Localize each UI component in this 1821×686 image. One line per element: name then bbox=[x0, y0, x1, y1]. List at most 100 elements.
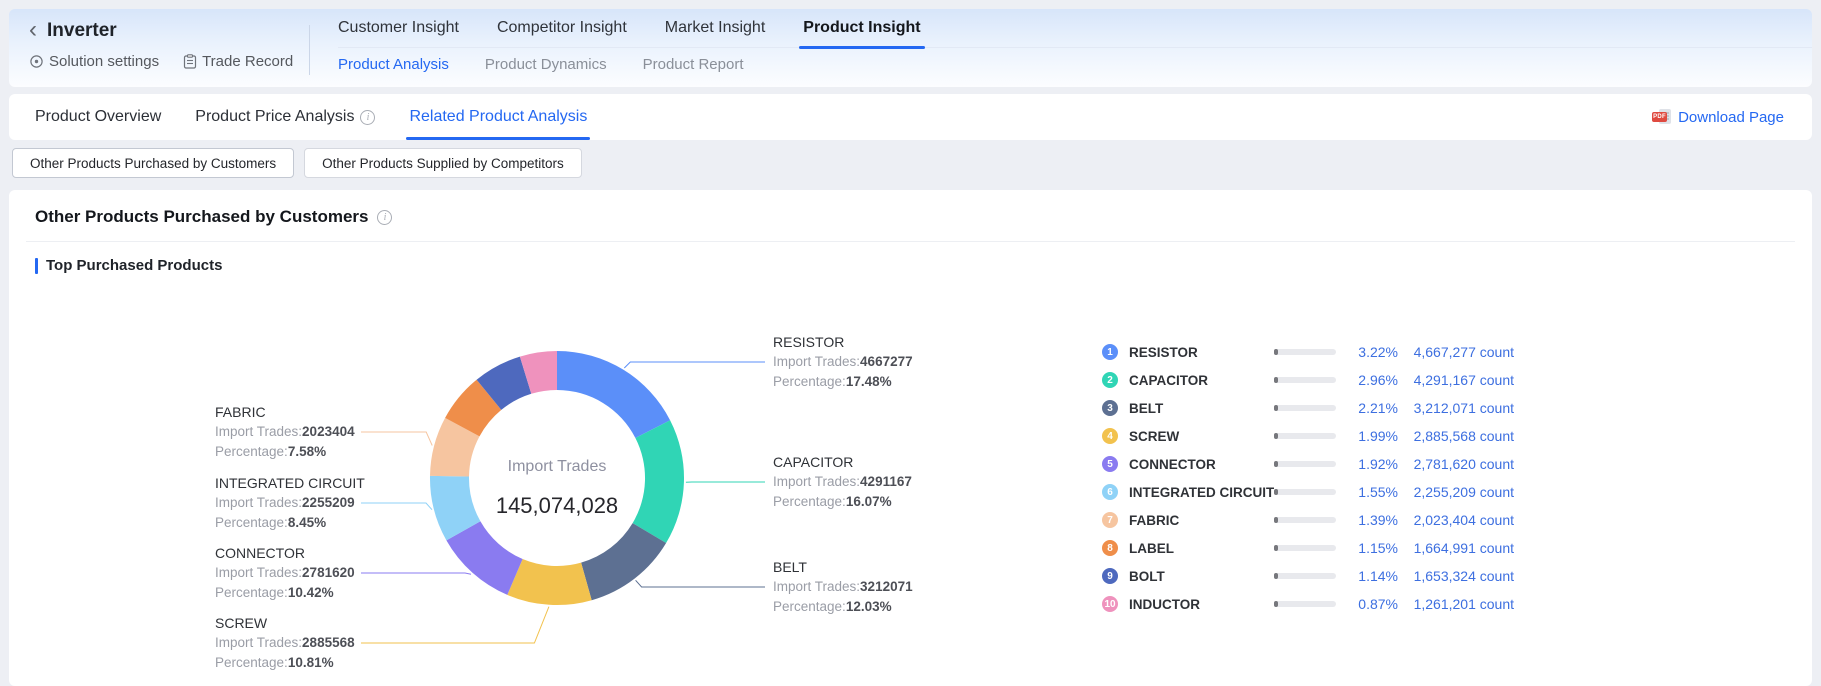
solution-settings-button[interactable]: Solution settings bbox=[29, 53, 159, 70]
subtab-product-analysis[interactable]: Product Analysis bbox=[338, 56, 449, 73]
subtitle-accent-bar bbox=[35, 257, 38, 274]
info-icon[interactable]: i bbox=[360, 109, 376, 125]
donut-chart bbox=[361, 351, 765, 644]
nav-item-label: Product Overview bbox=[35, 108, 162, 125]
legend-count: 2,781,620 count bbox=[1413, 456, 1514, 472]
back-icon[interactable]: ‹ bbox=[29, 15, 37, 43]
donut-slice-resistor[interactable] bbox=[557, 351, 671, 438]
clipboard-icon bbox=[183, 54, 197, 69]
pdf-icon: PDF bbox=[1652, 109, 1672, 125]
legend-count: 2,885,568 count bbox=[1413, 428, 1514, 444]
chart-label-name: BELT bbox=[773, 559, 807, 575]
download-page-button[interactable]: PDF Download Page bbox=[1652, 94, 1784, 140]
legend-rank-badge: 8 bbox=[1102, 540, 1118, 556]
nav-item-label: Product Price Analysis bbox=[195, 108, 355, 125]
nav-item-product-price-analysis[interactable]: Product Price Analysis i bbox=[195, 94, 376, 140]
chart-label-percentage: Percentage:10.81% bbox=[215, 655, 334, 670]
legend-percent: 1.39% bbox=[1358, 512, 1398, 528]
label-line-integrated-circuit bbox=[361, 502, 433, 511]
legend-name: CONNECTOR bbox=[1129, 456, 1216, 472]
legend-name: INDUCTOR bbox=[1129, 596, 1201, 612]
subtab-product-dynamics[interactable]: Product Dynamics bbox=[484, 56, 607, 73]
trade-record-label: Trade Record bbox=[202, 53, 294, 70]
legend-row-connector: 5 CONNECTOR 1.92% 2,781,620 count bbox=[1102, 450, 1514, 478]
donut-slice-inductor[interactable] bbox=[519, 351, 557, 394]
legend-bar bbox=[1274, 433, 1336, 439]
tab-market-insight[interactable]: Market Insight bbox=[664, 19, 766, 36]
solution-settings-label: Solution settings bbox=[49, 53, 160, 70]
nav-item-related-product-analysis[interactable]: Related Product Analysis bbox=[406, 94, 591, 140]
legend-count: 1,653,324 count bbox=[1413, 568, 1514, 584]
legend-rank-badge: 1 bbox=[1102, 344, 1118, 360]
chart-label-percentage: Percentage:12.03% bbox=[773, 599, 892, 614]
legend-bar-fill bbox=[1274, 349, 1278, 355]
legend-rank-badge: 7 bbox=[1102, 512, 1118, 528]
chart-label-belt: BELT Import Trades:3212071 Percentage:12.0… bbox=[773, 557, 913, 617]
donut-slice-screw[interactable] bbox=[507, 559, 592, 606]
label-line-belt bbox=[635, 579, 765, 588]
legend-name: BELT bbox=[1129, 400, 1164, 416]
trade-record-button[interactable]: Trade Record bbox=[183, 53, 293, 70]
donut-slice-connector[interactable] bbox=[446, 521, 523, 595]
chart-label-screw: SCREW Import Trades:2885568 Percentage:10.… bbox=[215, 613, 355, 673]
legend-count: 2,023,404 count bbox=[1413, 512, 1514, 528]
legend-bar bbox=[1274, 461, 1336, 467]
legend-percent: 2.96% bbox=[1358, 372, 1398, 388]
donut-slice-capacitor[interactable] bbox=[632, 420, 685, 543]
label-line-screw bbox=[361, 606, 550, 644]
legend-bar bbox=[1274, 489, 1336, 495]
legend-count: 4,667,277 count bbox=[1413, 344, 1514, 360]
legend-rank-badge: 3 bbox=[1102, 400, 1118, 416]
tab-product-insight[interactable]: Product Insight bbox=[799, 9, 925, 49]
legend-rank-badge: 6 bbox=[1102, 484, 1118, 500]
legend-rank-badge: 2 bbox=[1102, 372, 1118, 388]
toggle-other-products-supplied-by-competitors[interactable]: Other Products Supplied by Competitors bbox=[304, 148, 582, 178]
legend-percent: 0.87% bbox=[1358, 596, 1398, 612]
chart-label-name: CONNECTOR bbox=[215, 545, 305, 561]
label-line-fabric bbox=[361, 431, 433, 446]
subtab-product-report[interactable]: Product Report bbox=[642, 56, 744, 73]
header-left: ‹ Inverter Solution settings Trade Recor… bbox=[9, 9, 309, 87]
legend-bar bbox=[1274, 517, 1336, 523]
chart-label-trades: Import Trades:2023404 bbox=[215, 424, 355, 439]
chart-label-percentage: Percentage:17.48% bbox=[773, 374, 892, 389]
legend-name: CAPACITOR bbox=[1129, 372, 1209, 388]
tab-competitor-insight[interactable]: Competitor Insight bbox=[496, 19, 627, 36]
chart-label-percentage: Percentage:8.45% bbox=[215, 515, 327, 530]
chart-label-trades: Import Trades:4667277 bbox=[773, 354, 913, 369]
download-page-label: Download Page bbox=[1678, 108, 1784, 126]
donut-slice-bolt[interactable] bbox=[476, 356, 532, 410]
nav-item-product-overview[interactable]: Product Overview bbox=[35, 94, 161, 140]
legend-bar-fill bbox=[1274, 405, 1278, 411]
donut-slice-label[interactable] bbox=[445, 379, 502, 437]
section-info-icon[interactable]: i bbox=[377, 209, 393, 225]
main-card: Other Products Purchased by Customers i … bbox=[9, 190, 1812, 686]
legend-percent: 1.99% bbox=[1358, 428, 1398, 444]
legend-percent: 1.55% bbox=[1358, 484, 1398, 500]
legend-row-label: 8 LABEL 1.15% 1,664,991 count bbox=[1102, 534, 1514, 562]
legend-bar bbox=[1274, 545, 1336, 551]
chart-label-trades: Import Trades:4291167 bbox=[773, 474, 912, 489]
section-divider bbox=[26, 241, 1795, 242]
donut-slice-integrated-circuit[interactable] bbox=[429, 475, 481, 541]
chart-label-connector: CONNECTOR Import Trades:2781620 Percentage… bbox=[215, 543, 355, 603]
donut-slice-fabric[interactable] bbox=[430, 417, 480, 477]
chart-label-capacitor: CAPACITOR Import Trades:4291167 Percentage… bbox=[773, 452, 912, 512]
insight-tab-row: Customer Insight Competitor Insight Market… bbox=[338, 9, 1812, 49]
legend-bar-fill bbox=[1274, 573, 1278, 579]
legend-count: 3,212,071 count bbox=[1413, 400, 1514, 416]
legend-name: SCREW bbox=[1129, 428, 1180, 444]
label-line-connector bbox=[361, 572, 472, 575]
chart-label-trades: Import Trades:2885568 bbox=[215, 635, 355, 650]
chart-label-trades: Import Trades:3212071 bbox=[773, 579, 913, 594]
toggle-other-products-purchased-by-customers[interactable]: Other Products Purchased by Customers bbox=[12, 148, 295, 178]
section-title: Other Products Purchased by Customers bbox=[35, 207, 369, 226]
gear-icon bbox=[29, 54, 44, 69]
tab-customer-insight[interactable]: Customer Insight bbox=[338, 19, 459, 36]
header-divider bbox=[309, 25, 310, 75]
chart-label-name: FABRIC bbox=[215, 404, 266, 420]
chart-label-resistor: RESISTOR Import Trades:4667277 Percentage:… bbox=[773, 332, 913, 392]
donut-slice-belt[interactable] bbox=[581, 523, 667, 601]
legend-bar bbox=[1274, 601, 1336, 607]
secondary-nav: Product Overview Product Price Analysis i R… bbox=[9, 94, 1812, 140]
